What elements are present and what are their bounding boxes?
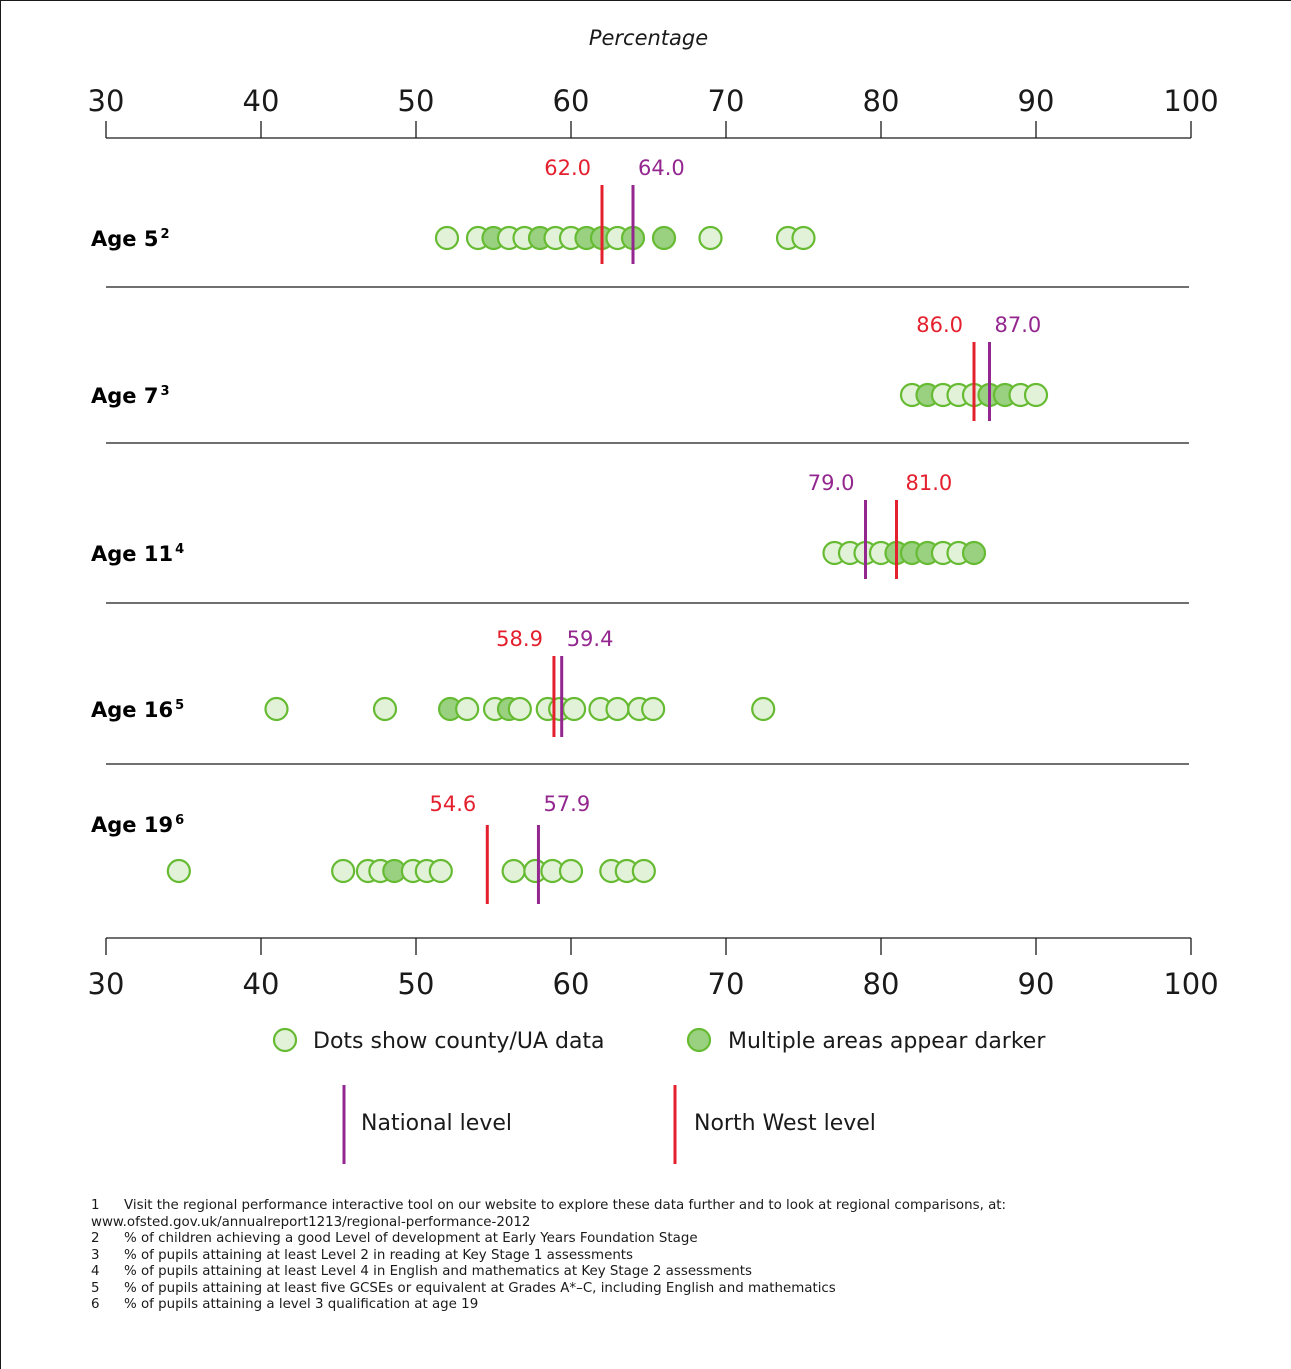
row-age-16: Age 16 5 58.9 59.4 [91,627,776,737]
footnote-text: Visit the regional performance interacti… [124,1198,1007,1213]
footnote-number: 3 [91,1247,100,1263]
footnote-line: 5 % of pupils attaining at least five GCS… [91,1281,1271,1298]
row-label: Age 19 6 [91,813,184,837]
dot-county-ua [698,225,723,251]
footnote-text: % of pupils attaining at least five GCSE… [124,1280,836,1296]
footnote-line: 2 % of children achieving a good Level of… [91,1231,1271,1248]
legend: Dots show county/UA data Multiple areas a… [272,1027,1046,1164]
bottom-tick-label: 40 [243,967,280,1001]
dot-county-ua [558,858,584,884]
footnote-text: www.ofsted.gov.uk/annualreport1213/regio… [91,1214,531,1230]
dot-county-ua [605,696,630,722]
top-tick-label: 100 [1163,84,1218,118]
dot-county-ua [631,858,656,884]
row-age-5: Age 5 2 62.0 64.0 [91,156,816,264]
dot-county-ua [507,696,532,722]
bottom-tick-label: 90 [1018,967,1055,1001]
top-tick-label: 90 [1018,84,1055,118]
north-west-value-label: 54.6 [430,792,477,816]
row-age-19: Age 19 6 54.6 57.9 [91,792,656,904]
footnote-text: % of pupils attaining a level 3 qualific… [124,1297,479,1312]
dot-county-ua [434,225,460,251]
footnote-line: 3 % of pupils attaining at least Level 2 … [91,1248,1271,1265]
dot-county-ua [561,696,587,722]
bottom-tick-label: 100 [1163,967,1218,1001]
bottom-tick-label: 50 [398,967,435,1001]
footnote-line: 6 % of pupils attaining a level 3 qualifi… [91,1297,1271,1314]
footnote-text: % of pupils attaining at least Level 2 i… [124,1247,634,1263]
national-value-label: 79.0 [808,471,855,495]
legend-national-label: National level [361,1111,512,1136]
dot-county-ua [501,858,526,884]
dot-plot-chart: Percentage 30 40 50 60 70 80 90 100 30 40 50 60 70 80 9… [88,26,1219,1164]
top-tick-label: 60 [553,84,590,118]
footnotes: 1 Visit the regional performance interact… [91,1198,1271,1314]
dot-multiple-areas [651,225,677,251]
row-label: Age 16 5 [91,698,184,722]
footnote-number: 4 [91,1264,100,1279]
dot-county-ua [751,696,776,722]
footnote-line: www.ofsted.gov.uk/annualreport1213/regio… [58,1215,1271,1232]
dot-county-ua [641,696,666,722]
dot-county-ua [791,225,816,251]
footnote-number [58,1215,91,1232]
bottom-tick-label: 80 [863,967,900,1001]
north-west-value-label: 86.0 [916,313,963,337]
north-west-value-label: 58.9 [496,627,543,651]
dot-county-ua [166,858,191,884]
dot-multiple-areas [961,540,987,566]
dot-county-ua [264,696,289,722]
footnote-text: % of pupils attaining at least Level 4 i… [124,1264,753,1279]
dot-county-ua [455,696,480,722]
footnote-number: 5 [91,1280,100,1296]
footnote-text: % of children achieving a good Level of … [124,1231,698,1246]
top-tick-label: 30 [88,84,125,118]
national-value-label: 59.4 [567,627,614,651]
footnote-number: 1 [91,1198,100,1213]
national-value-label: 87.0 [995,313,1042,337]
national-value-label: 57.9 [543,792,590,816]
legend-north-west-label: North West level [694,1111,876,1136]
top-tick-label: 80 [863,84,900,118]
legend-dot-county-ua-icon [272,1027,298,1053]
row-label: Age 11 4 [91,542,184,566]
footnote-number: 2 [91,1231,100,1246]
bottom-tick-label: 70 [708,967,745,1001]
footnote-line: 1 Visit the regional performance interact… [91,1198,1271,1215]
row-age-7: Age 7 3 86.0 87.0 [91,313,1049,421]
dot-county-ua [372,696,398,722]
legend-dot-multiple-icon [686,1027,712,1053]
dot-county-ua [428,858,453,884]
row-age-11: Age 11 4 81.0 79.0 [91,471,987,579]
bottom-tick-label: 60 [553,967,590,1001]
footnote-line: 4 % of pupils attaining at least Level 4 … [91,1264,1271,1281]
north-west-value-label: 62.0 [544,156,591,180]
axis-title: Percentage [589,26,708,50]
top-tick-label: 70 [708,84,745,118]
dot-county-ua [1023,382,1049,408]
bottom-tick-label: 30 [88,967,125,1001]
footnote-number: 6 [91,1297,100,1312]
dot-county-ua [331,858,356,884]
legend-multiple-label: Multiple areas appear darker [728,1029,1046,1054]
national-value-label: 64.0 [638,156,685,180]
legend-dot-label: Dots show county/UA data [313,1029,605,1054]
north-west-value-label: 81.0 [906,471,953,495]
top-tick-label: 40 [243,84,280,118]
top-tick-label: 50 [398,84,435,118]
